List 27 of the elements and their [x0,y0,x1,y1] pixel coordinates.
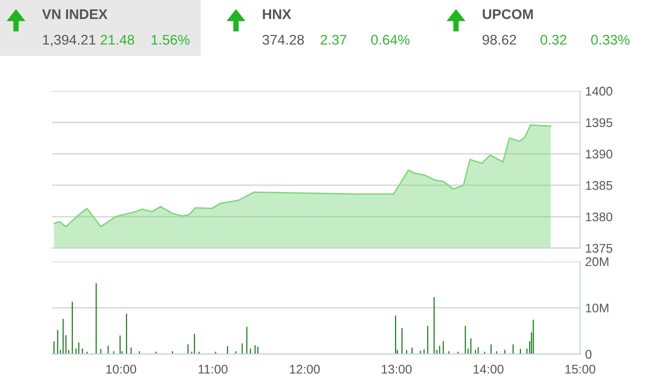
y-tick-label: 1395 [586,118,612,128]
x-tick-label: 11:00 [198,364,228,374]
x-tick-label: 15:00 [565,364,596,374]
text: 0.64% [371,34,410,45]
text: 0.33% [591,34,630,45]
y-tick-label: 1400 [586,86,612,96]
y-tick-label: 0 [585,350,592,359]
y-tick-label: 1385 [586,181,612,190]
text: UPCOM [482,9,533,20]
y-tick-label: 1375 [586,244,612,253]
text: HNX [262,9,292,19]
text: VN INDEX [42,9,108,19]
text: 1.56% [152,34,190,45]
x-tick-label: 13:00 [382,364,412,374]
text: 2.37 [320,34,346,45]
x-tick-label: 14:00 [474,364,504,374]
x-tick-label: 10:00 [106,364,136,374]
text: 0.32 [540,34,566,45]
y-tick-label: 10M [586,304,608,312]
text: 1,394.21 [43,34,96,46]
x-tick-label: 12:00 [290,364,320,374]
text: 98.62 [482,34,516,45]
text: 374.28 [262,34,304,45]
y-tick-label: 1380 [586,212,612,222]
y-tick-label: 20M [586,257,608,266]
y-tick-label: 1390 [586,150,612,158]
text: 21.48 [100,34,134,45]
